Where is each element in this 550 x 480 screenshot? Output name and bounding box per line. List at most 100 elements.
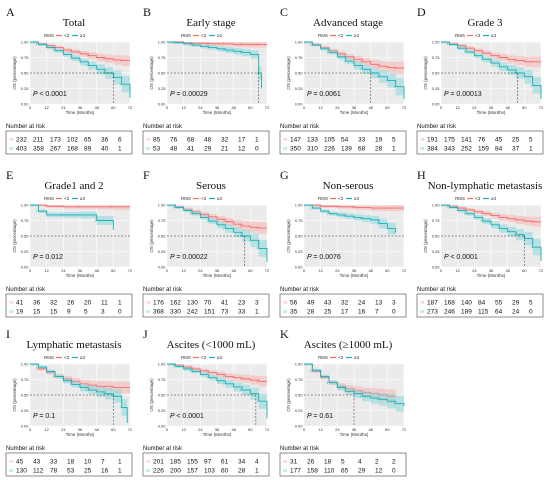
risk-count: 200 [170, 467, 181, 474]
y-tick-label: 0.00 [432, 264, 441, 269]
km-panel-j: J Ascites (<1000 mL) RMS <3 ≥3 0.00 0.25 0.50 0.… [142, 327, 270, 477]
legend-label-lt3: <3 [338, 196, 344, 201]
y-tick-label: 0.50 [21, 392, 30, 397]
x-tick-label: 48 [231, 427, 236, 432]
risk-count: 158 [307, 467, 318, 474]
risk-count: 68 [358, 145, 366, 152]
legend: RMS <3 ≥3 [181, 33, 222, 38]
risk-group-label: <3 [283, 138, 287, 142]
panel-letter: J [143, 327, 148, 341]
risk-count: 358 [33, 145, 44, 152]
y-tick-label: 0.25 [21, 408, 30, 413]
y-axis-label: OS (percentage) [423, 56, 428, 90]
risk-count: 384 [427, 145, 438, 152]
p-value-text: = 0.0061 [313, 91, 341, 98]
p-symbol: P [170, 254, 176, 261]
risk-count: 147 [290, 136, 301, 143]
survival-curve-ge3 [441, 41, 542, 100]
x-tick-label: 12 [44, 268, 49, 273]
risk-group-label: <3 [283, 301, 287, 305]
risk-count: 226 [324, 145, 335, 152]
x-tick-label: 72 [402, 268, 407, 273]
p-symbol: P [307, 413, 313, 420]
risk-group-label: ≥3 [146, 147, 150, 151]
risk-count: 84 [478, 299, 486, 306]
x-tick-label: 0 [440, 105, 443, 110]
risk-group-label: ≥3 [146, 469, 150, 473]
legend-label-ge3: ≥3 [491, 196, 496, 201]
panel-title: Grade 3 [467, 17, 503, 29]
y-tick-label: 0.25 [21, 249, 30, 254]
risk-count: 84 [495, 145, 503, 152]
risk-table-frame [279, 293, 407, 318]
risk-count: 49 [307, 299, 315, 306]
y-tick-label: 0.25 [295, 408, 304, 413]
risk-table-frame [142, 452, 270, 477]
p-symbol: P [33, 413, 39, 420]
p-symbol: P [170, 413, 176, 420]
risk-count: 177 [290, 467, 301, 474]
legend-label-lt3: <3 [338, 33, 344, 38]
risk-count: 3 [101, 308, 105, 315]
risk-group-label: ≥3 [420, 147, 424, 151]
risk-count: 162 [170, 299, 181, 306]
survival-curve-ge3 [304, 204, 397, 233]
x-axis-label: Time (Months) [203, 110, 232, 115]
risk-count: 1 [255, 308, 259, 315]
y-tick-label: 0.50 [21, 70, 30, 75]
y-tick-label: 0.50 [158, 70, 167, 75]
x-tick-label: 72 [128, 268, 133, 273]
risk-table-title: Number at risk [143, 446, 183, 452]
risk-count: 155 [187, 458, 198, 465]
x-tick-label: 36 [215, 105, 220, 110]
x-tick-label: 48 [94, 427, 99, 432]
risk-group-label: <3 [420, 138, 424, 142]
y-tick-label: 0.00 [295, 423, 304, 428]
x-axis-label: Time (Months) [66, 110, 95, 115]
risk-count: 15 [33, 308, 41, 315]
x-tick-label: 12 [181, 268, 186, 273]
y-tick-label: 0.50 [432, 70, 441, 75]
risk-count: 157 [187, 467, 198, 474]
x-tick-label: 24 [61, 268, 66, 273]
p-symbol: P [307, 91, 313, 98]
risk-count: 1 [118, 458, 122, 465]
risk-count: 19 [375, 136, 383, 143]
survival-curve-lt3 [304, 204, 404, 209]
x-tick-label: 24 [335, 268, 340, 273]
legend: RMS <3 ≥3 [44, 355, 85, 360]
km-panel-b: B Early stage RMS <3 ≥3 0.00 0.25 0.50 0.75 1.00 0… [142, 5, 270, 155]
risk-count: 17 [341, 308, 349, 315]
x-tick-label: 12 [181, 105, 186, 110]
legend-title: RMS [455, 33, 465, 38]
legend: RMS <3 ≥3 [318, 33, 359, 38]
x-tick-label: 0 [29, 427, 32, 432]
y-tick-label: 1.00 [432, 39, 441, 44]
p-value-text: < 0.0001 [176, 413, 204, 420]
legend: RMS <3 ≥3 [181, 196, 222, 201]
risk-count: 226 [153, 467, 164, 474]
x-tick-label: 72 [265, 268, 270, 273]
p-symbol: P [170, 91, 176, 98]
legend-label-lt3: <3 [201, 355, 207, 360]
risk-count: 43 [324, 299, 332, 306]
y-tick-label: 0.50 [432, 233, 441, 238]
y-tick-label: 1.00 [158, 202, 167, 207]
x-tick-label: 36 [215, 268, 220, 273]
y-axis-label: OS (percentage) [149, 378, 154, 412]
legend-title: RMS [181, 355, 191, 360]
risk-count: 159 [478, 145, 489, 152]
risk-count: 0 [118, 308, 122, 315]
risk-count: 20 [84, 299, 92, 306]
y-tick-label: 0.75 [158, 218, 167, 223]
risk-count: 151 [204, 308, 215, 315]
y-tick-label: 0.50 [158, 233, 167, 238]
x-tick-label: 24 [472, 105, 477, 110]
risk-group-label: <3 [9, 460, 13, 464]
risk-count: 173 [50, 136, 61, 143]
risk-count: 10 [84, 458, 92, 465]
risk-count: 246 [444, 308, 455, 315]
p-value: P = 0.00013 [444, 91, 482, 98]
risk-group-label: ≥3 [9, 310, 13, 314]
